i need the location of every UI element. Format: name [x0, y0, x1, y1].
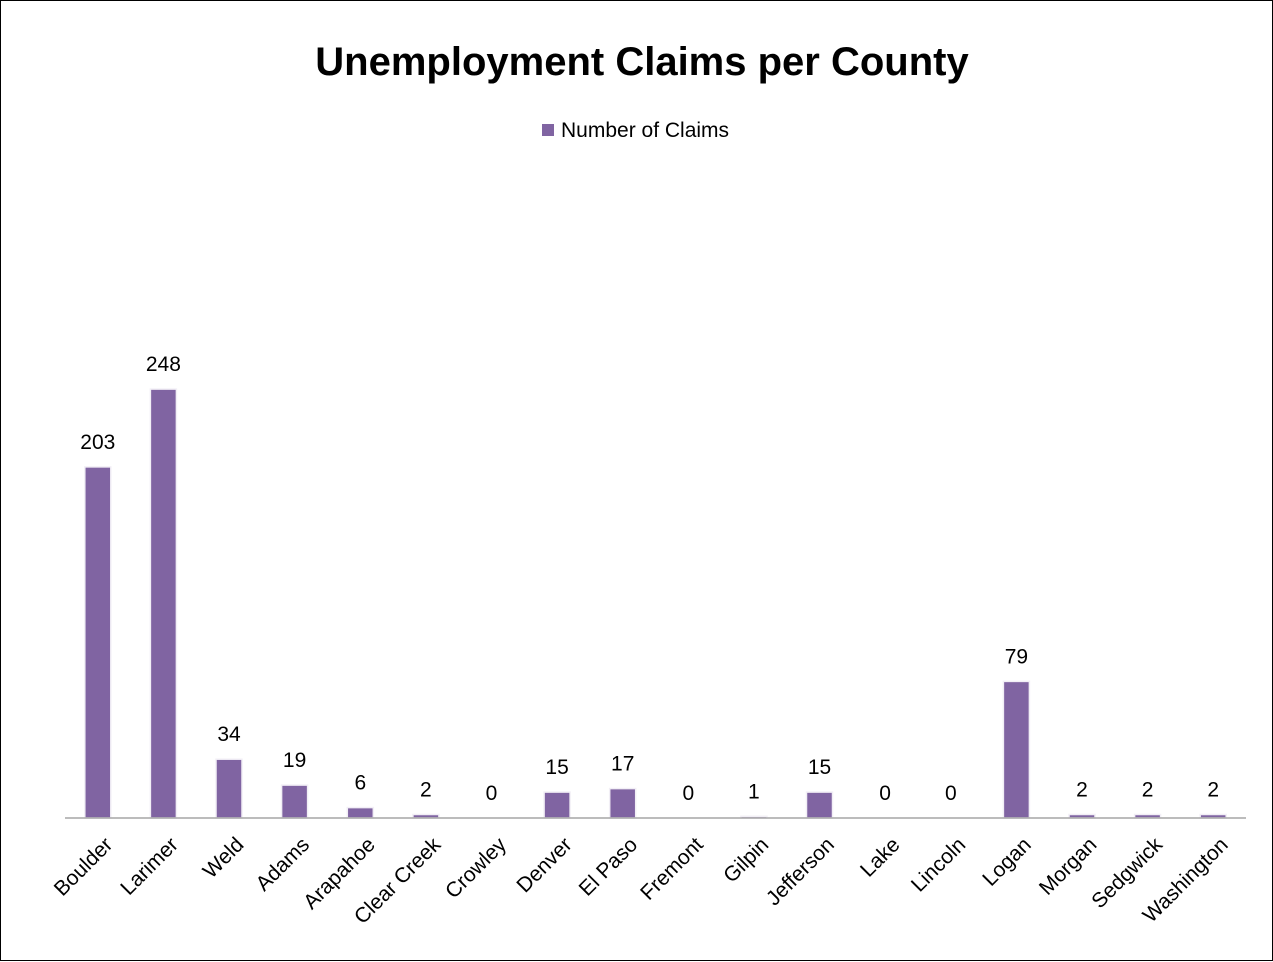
data-label-lincoln: 0: [945, 782, 957, 805]
bar-arapahoe: [346, 806, 375, 819]
x-tick-label-morgan: Morgan: [1035, 833, 1102, 900]
x-tick-label-lake: Lake: [856, 833, 904, 881]
data-label-adams: 19: [283, 749, 306, 772]
x-tick-label-weld: Weld: [199, 833, 249, 883]
bar-logan: [1002, 680, 1031, 819]
x-tick-label-crowley: Crowley: [441, 833, 511, 903]
x-tick-label-boulder: Boulder: [50, 833, 117, 900]
chart-title: Unemployment Claims per County: [315, 40, 969, 84]
x-tick-label-jefferson: Jefferson: [762, 833, 839, 910]
bar-weld: [215, 758, 243, 819]
data-label-weld: 34: [217, 723, 241, 746]
x-tick-label-denver: Denver: [512, 833, 576, 897]
data-label-lake: 0: [879, 782, 891, 805]
bar-jefferson: [805, 791, 834, 819]
x-tick-label-larimer: Larimer: [116, 833, 183, 900]
x-tick-label-adams: Adams: [252, 833, 314, 895]
bar-denver: [543, 791, 571, 819]
legend: Number of Claims: [542, 119, 729, 142]
data-label-boulder: 203: [80, 431, 115, 454]
data-label-jefferson: 15: [808, 756, 831, 779]
data-labels-group: 203 248 34 19 6 2 0 15 17 0 1 15 0 0 79 2 2 2: [80, 353, 1219, 805]
x-tick-label-fremont: Fremont: [636, 833, 708, 905]
data-label-fremont: 0: [682, 782, 694, 805]
data-label-logan: 79: [1005, 645, 1028, 668]
data-label-larimer: 248: [146, 353, 181, 376]
bar-el-paso: [608, 787, 637, 819]
bar-boulder: [84, 466, 112, 819]
data-label-crowley: 0: [486, 782, 498, 805]
data-label-sedgwick: 2: [1142, 779, 1154, 802]
x-tick-label-gilpin: Gilpin: [719, 833, 773, 887]
data-label-gilpin: 1: [748, 780, 760, 803]
x-tick-label-el-paso: El Paso: [575, 833, 642, 900]
data-label-el-paso: 17: [611, 753, 634, 776]
bars-group: [84, 388, 1227, 819]
data-label-arapahoe: 6: [354, 772, 366, 795]
x-tick-label-logan: Logan: [978, 833, 1036, 891]
bar-larimer: [149, 388, 178, 819]
data-label-clear-creek: 2: [420, 779, 432, 802]
data-label-denver: 15: [545, 756, 568, 779]
bar-adams: [280, 784, 309, 819]
data-label-washington: 2: [1207, 779, 1219, 802]
legend-swatch: [542, 124, 554, 136]
legend-label: Number of Claims: [561, 119, 729, 142]
data-label-morgan: 2: [1076, 779, 1088, 802]
x-tick-label-lincoln: Lincoln: [907, 833, 970, 896]
